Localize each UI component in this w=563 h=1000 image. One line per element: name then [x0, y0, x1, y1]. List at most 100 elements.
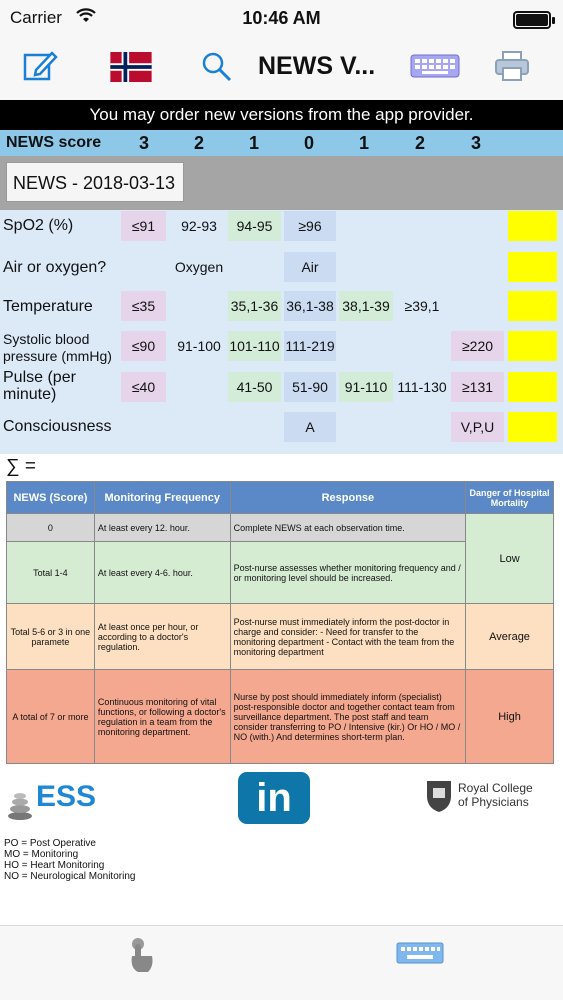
systolic-score-cell: [508, 331, 557, 361]
table-row: Total 1-4 At least every 4-6. hour. Post…: [6, 541, 554, 604]
score-value: 2: [193, 133, 204, 153]
score-cell: Total 1-4: [6, 541, 95, 604]
toolbar: NEWS V...: [0, 38, 563, 100]
header-score: NEWS (Score): [6, 481, 95, 514]
date-field[interactable]: NEWS - 2018-03-13: [6, 162, 184, 202]
bottom-bar: [0, 925, 563, 1000]
score-value: 2: [414, 133, 425, 153]
header-danger: Danger of Hospital Mortality: [465, 481, 554, 514]
pulse-cell[interactable]: ≤40: [121, 372, 166, 402]
air-cell[interactable]: Air: [284, 252, 336, 282]
rcp-crest-icon: [424, 778, 454, 819]
row-label-systolic: Systolic blood pressure (mmHg): [3, 331, 112, 364]
score-value: 1: [358, 133, 369, 153]
frequency-cell: At least every 12. hour.: [93, 513, 231, 542]
page-title: NEWS V...: [258, 52, 376, 80]
table-row: 0 At least every 12. hour. Complete NEWS…: [6, 513, 554, 604]
touch-icon[interactable]: [126, 936, 156, 979]
ess-logo[interactable]: ESS: [6, 772, 96, 829]
logo-strip: ESS in Royal College of Physicians: [0, 770, 563, 826]
oxygen-cell[interactable]: Oxygen: [174, 259, 224, 275]
compose-icon[interactable]: [22, 48, 58, 89]
keyboard-icon[interactable]: [410, 54, 460, 83]
systolic-cell[interactable]: ≥220: [451, 331, 504, 361]
linkedin-logo[interactable]: in: [238, 772, 310, 824]
response-cell: Complete NEWS at each observation time.: [229, 513, 467, 542]
row-label-pulse: Pulse (per minute): [3, 369, 76, 403]
response-table: NEWS (Score) Monitoring Frequency Respon…: [6, 481, 554, 764]
consciousness-cell[interactable]: A: [284, 412, 336, 442]
legend-item: MO = Monitoring: [4, 849, 79, 860]
keyboard-icon[interactable]: [396, 942, 444, 969]
temperature-cell[interactable]: 38,1-39: [339, 291, 393, 321]
rcp-line-1: Royal College: [458, 781, 533, 795]
news-score-header: NEWS score 3 2 1 0 1 2 3: [0, 130, 563, 156]
row-label-temperature: Temperature: [3, 298, 93, 315]
spo2-cell[interactable]: ≥96: [284, 211, 336, 241]
response-cell: Post-nurse must immediately inform the p…: [229, 603, 467, 670]
norway-flag-icon[interactable]: [110, 52, 152, 87]
spo2-cell[interactable]: ≤91: [121, 211, 166, 241]
frequency-cell: At least once per hour, or according to …: [93, 603, 231, 670]
systolic-cell[interactable]: 111-219: [284, 331, 336, 361]
level-cell: High: [465, 669, 554, 764]
ess-logo-text: ESS: [36, 780, 96, 813]
pulse-cell[interactable]: 111-130: [397, 379, 447, 395]
rcp-line-2: of Physicians: [458, 795, 529, 809]
header-frequency: Monitoring Frequency: [93, 481, 231, 514]
pulse-cell[interactable]: 51-90: [284, 372, 336, 402]
level-cell: Low: [465, 513, 554, 604]
legend-item: HO = Heart Monitoring: [4, 860, 105, 871]
date-bar: NEWS - 2018-03-13: [0, 156, 563, 210]
row-label-spo2: SpO2 (%): [3, 217, 74, 234]
score-value: 3: [470, 133, 481, 153]
battery-icon: [513, 11, 555, 29]
pulse-cell[interactable]: 91-110: [339, 372, 393, 402]
table-row: A total of 7 or more Continuous monitori…: [6, 669, 554, 764]
systolic-cell[interactable]: 101-110: [228, 331, 281, 361]
temperature-cell[interactable]: 36,1-38: [284, 291, 336, 321]
systolic-cell[interactable]: ≤90: [121, 331, 166, 361]
wifi-icon: [76, 8, 96, 29]
pulse-cell[interactable]: ≥131: [451, 372, 504, 402]
sum-label: ∑ =: [6, 456, 36, 477]
status-bar: Carrier 10:46 AM: [0, 0, 563, 38]
printer-icon[interactable]: [494, 50, 530, 87]
pulse-cell[interactable]: 41-50: [228, 372, 281, 402]
temperature-score-cell: [508, 291, 557, 321]
response-cell: Nurse by post should immediately inform …: [229, 669, 467, 764]
news-score-label: NEWS score: [6, 134, 102, 151]
search-icon[interactable]: [200, 50, 234, 89]
score-value: 3: [138, 133, 149, 153]
score-cell: 0: [6, 513, 95, 542]
score-cell: A total of 7 or more: [6, 669, 95, 764]
temperature-cell[interactable]: 35,1-36: [228, 291, 281, 321]
legend-item: PO = Post Operative: [4, 838, 96, 849]
abbreviation-legend: PO = Post Operative MO = Monitoring HO =…: [4, 838, 135, 882]
order-banner: You may order new versions from the app …: [0, 100, 563, 130]
row-label-air-oxygen: Air or oxygen?: [3, 259, 107, 276]
response-cell: Post-nurse assesses whether monitoring f…: [229, 541, 467, 604]
score-value: 1: [248, 133, 259, 153]
row-label-consciousness: Consciousness: [3, 418, 112, 435]
header-response: Response: [229, 481, 467, 514]
consciousness-cell[interactable]: V,P,U: [451, 412, 504, 442]
systolic-cell[interactable]: 91-100: [177, 338, 221, 354]
frequency-cell: At least every 4-6. hour.: [93, 541, 231, 604]
consciousness-score-cell: [508, 412, 557, 442]
air-score-cell: [508, 252, 557, 282]
clock: 10:46 AM: [242, 8, 321, 28]
frequency-cell: Continuous monitoring of vital functions…: [93, 669, 231, 764]
legend-item: NO = Neurological Monitoring: [4, 871, 136, 882]
pulse-score-cell: [508, 372, 557, 402]
rcp-logo-text[interactable]: Royal College of Physicians: [458, 781, 533, 809]
temperature-cell[interactable]: ≥39,1: [404, 298, 440, 314]
score-cell: Total 5-6 or 3 in one paramete: [6, 603, 95, 670]
spo2-score-cell: [508, 211, 557, 241]
spo2-cell[interactable]: 94-95: [228, 211, 281, 241]
score-value: 0: [303, 133, 314, 153]
spo2-cell[interactable]: 92-93: [181, 218, 217, 234]
carrier-label: Carrier: [10, 8, 62, 27]
temperature-cell[interactable]: ≤35: [121, 291, 166, 321]
parameter-grid: SpO2 (%) ≤91 92-93 94-95 ≥96 Air or oxyg…: [0, 210, 563, 454]
